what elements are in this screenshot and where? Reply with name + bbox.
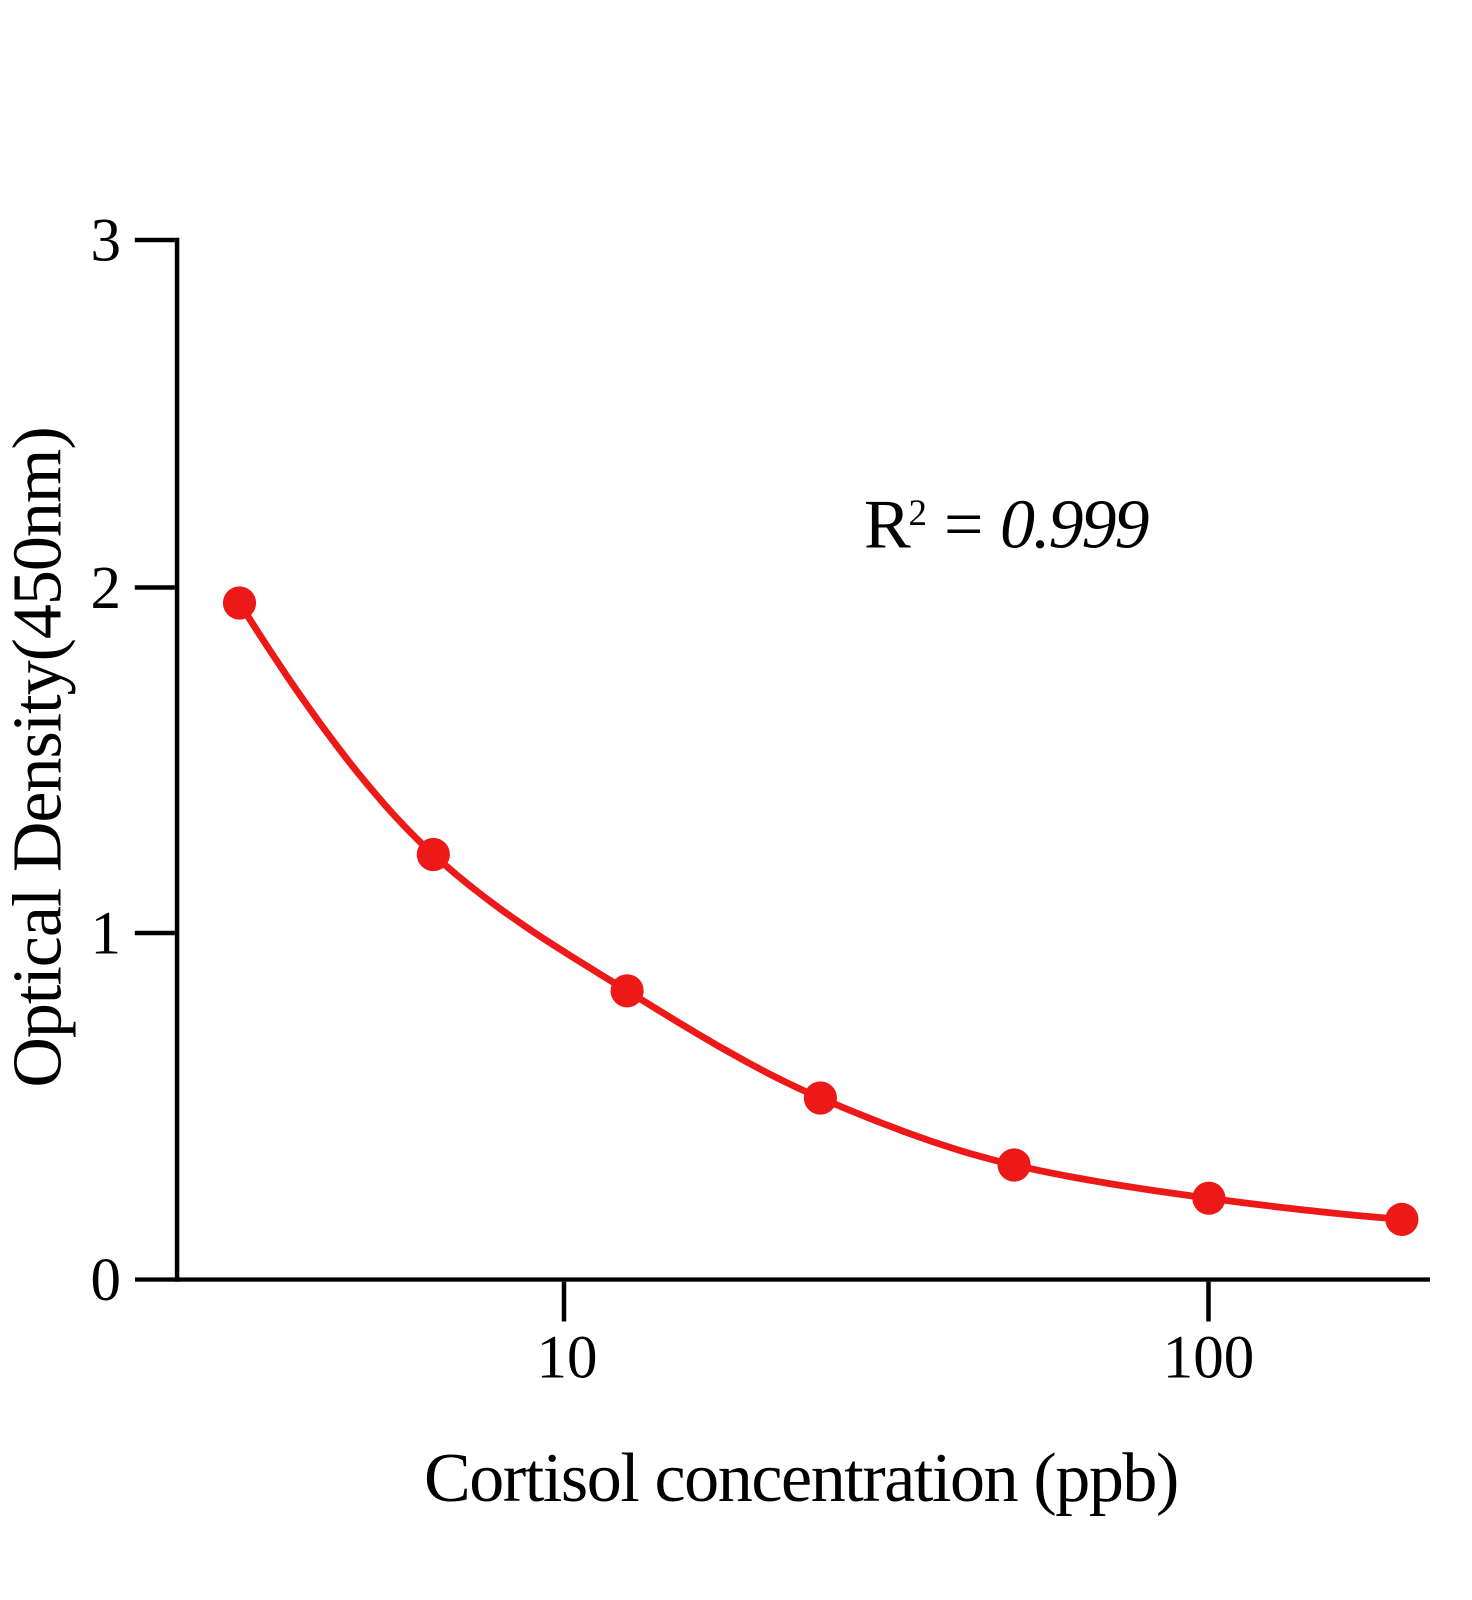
svg-text:R: R: [864, 487, 911, 564]
svg-text:2: 2: [909, 493, 928, 534]
svg-text:0.999: 0.999: [1000, 487, 1149, 564]
svg-text:Optical Density(450nm): Optical Density(450nm): [0, 427, 76, 1087]
svg-text:0: 0: [91, 1247, 122, 1314]
svg-text:3: 3: [91, 207, 122, 274]
svg-text:2: 2: [91, 555, 122, 622]
svg-text:100: 100: [1163, 1325, 1255, 1392]
svg-text:10: 10: [537, 1325, 598, 1392]
svg-text:=: =: [944, 487, 983, 564]
svg-text:Cortisol concentration (ppb): Cortisol concentration (ppb): [424, 1440, 1178, 1517]
svg-text:1: 1: [91, 900, 122, 967]
